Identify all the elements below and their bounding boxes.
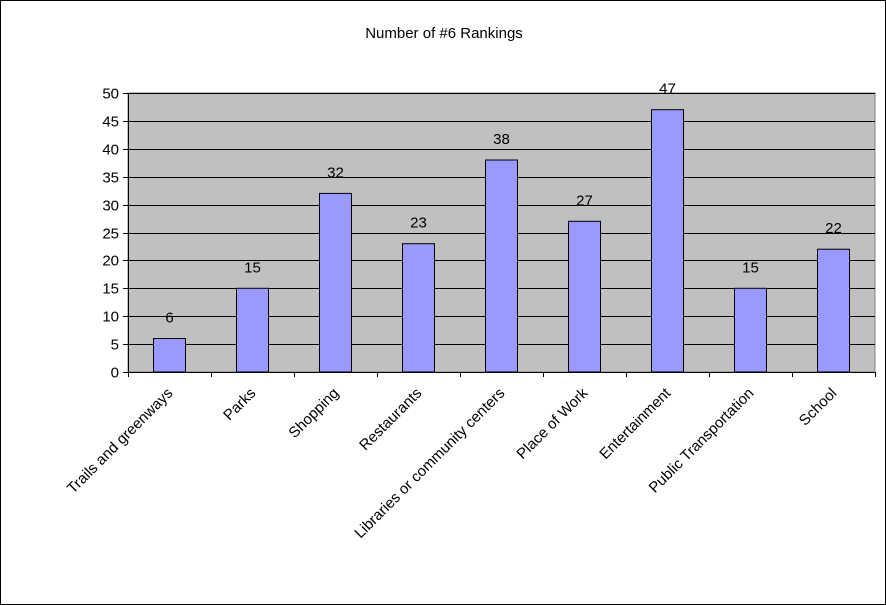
x-tick-label: Shopping [285,385,342,442]
bar-entertainment [651,109,684,373]
y-tick-label: 15 [102,281,119,298]
y-tick-label: 40 [102,142,119,159]
data-label: 15 [244,259,261,276]
chart-title: Number of #6 Rankings [365,25,523,42]
x-tick-label: Trails and greenways [64,385,176,497]
data-label: 38 [493,131,510,148]
data-label: 15 [742,259,759,276]
y-tick-label: 25 [102,226,119,243]
data-labels: 6 15 32 23 38 27 47 15 22 [165,81,842,327]
bar-restaurants [402,243,435,373]
bar-shopping [319,192,352,373]
y-tick-label: 30 [102,198,119,215]
data-label: 32 [327,164,344,181]
y-axis-ticks: 0 5 10 15 20 25 30 35 40 45 50 [102,86,128,382]
x-tick-label: Libraries or community centers [351,385,508,542]
x-tick-label: Entertainment [596,384,675,463]
bar-place-of-work [568,220,601,373]
bar-school [817,248,850,373]
axes [123,93,875,373]
y-tick-label: 35 [102,170,119,187]
x-tick-label: Parks [220,385,259,424]
y-tick-label: 50 [102,86,119,103]
y-tick-label: 10 [102,309,119,326]
bar-public-transportation [734,287,767,373]
y-tick-label: 20 [102,253,119,270]
x-tick-label: School [796,385,840,429]
data-label: 47 [659,81,676,98]
x-axis-ticks: Trails and greenways Parks Shopping Restaur… [64,372,876,542]
x-tick-label: Place of Work [513,384,591,462]
data-label: 23 [410,215,427,232]
data-label: 22 [825,220,842,237]
y-tick-label: 0 [111,365,119,382]
data-label: 27 [576,192,593,209]
y-tick-label: 45 [102,114,119,131]
bar-trails-and-greenways [153,338,186,373]
data-label: 6 [165,310,173,327]
x-tick-label: Restaurants [356,385,425,454]
y-tick-label: 5 [111,337,119,354]
bar-libraries-or-community-centers [485,159,518,373]
bar-parks [236,287,269,373]
